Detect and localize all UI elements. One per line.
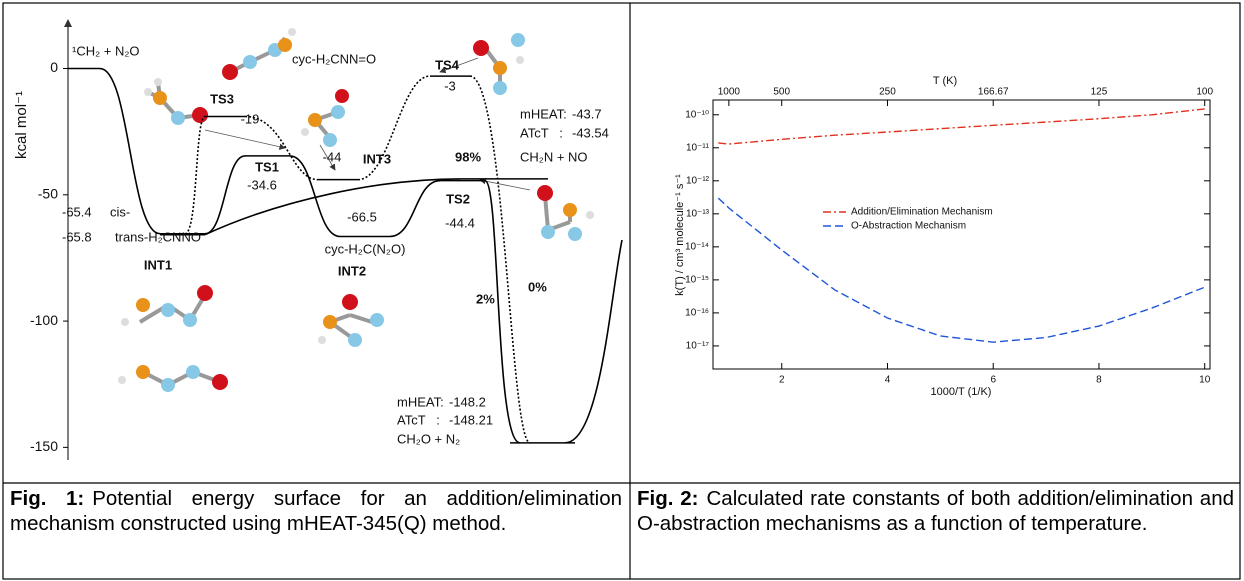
y-tick-label: 10⁻¹⁶ bbox=[685, 308, 709, 319]
x2-tick-label: 166.67 bbox=[978, 87, 1009, 98]
y-tick-label: 10⁻¹³ bbox=[686, 208, 710, 219]
x-tick-label: 8 bbox=[1096, 375, 1102, 386]
x-axis-label: 1000/T (1/K) bbox=[931, 386, 992, 398]
level-value: -65.8 bbox=[62, 229, 92, 244]
x2-tick-label: 250 bbox=[879, 87, 896, 98]
y-axis-label: k(T) / cm³ molecule⁻¹ s⁻¹ bbox=[674, 174, 686, 296]
x2-tick-label: 125 bbox=[1091, 87, 1108, 98]
plot-frame bbox=[712, 99, 1211, 370]
y-tick-label: 10⁻¹⁴ bbox=[685, 241, 709, 252]
state-label: INT2 bbox=[338, 263, 366, 278]
legend-label: O-Abstraction Mechanism bbox=[851, 221, 966, 232]
state-label: INT1 bbox=[144, 257, 172, 272]
caption-label: Fig. 2: bbox=[637, 487, 699, 510]
state-label: TS4 bbox=[435, 57, 460, 72]
level-value: -66.5 bbox=[347, 209, 377, 224]
method-value: -43.7 bbox=[572, 106, 602, 121]
method-label: mHEAT: bbox=[520, 106, 567, 121]
level-value: -65.4 bbox=[62, 204, 92, 219]
x-tick-label: 4 bbox=[885, 375, 891, 386]
y-tick-label: 10⁻¹⁵ bbox=[685, 275, 709, 286]
x2-tick-label: 500 bbox=[773, 87, 790, 98]
molecules bbox=[118, 28, 594, 392]
y-tick-label: 10⁻¹⁰ bbox=[685, 109, 709, 120]
method-value: -148.2 bbox=[449, 394, 486, 409]
method-value: -148.21 bbox=[449, 412, 493, 427]
species-label: cyc-H₂CNN=O bbox=[292, 51, 376, 66]
x-tick-label: 10 bbox=[1199, 375, 1211, 386]
y-tick-label: -50 bbox=[38, 186, 58, 202]
method-label: ATcT : bbox=[520, 125, 563, 140]
x2-tick-label: 100 bbox=[1196, 87, 1213, 98]
y-axis-label: kcal mol⁻¹ bbox=[13, 91, 30, 159]
x2-tick-label: 1000 bbox=[718, 87, 741, 98]
species-label: trans-H₂CNNO bbox=[115, 229, 201, 244]
reaction-path-dotted bbox=[184, 75, 531, 444]
level-value: -3 bbox=[444, 78, 456, 93]
x-tick-label: 6 bbox=[990, 375, 996, 386]
level-value: -19 bbox=[241, 111, 260, 126]
level-value: -34.6 bbox=[247, 177, 277, 192]
branching-ratio: 0% bbox=[528, 279, 547, 294]
branching-ratio: 98% bbox=[455, 149, 481, 164]
species-label: CH₂O + N₂ bbox=[397, 431, 460, 446]
state-label: TS2 bbox=[446, 191, 470, 206]
y-tick-label: -150 bbox=[30, 438, 58, 454]
x-tick-label: 2 bbox=[779, 375, 785, 386]
caption: Fig. 2: Calculated rate constants of both… bbox=[637, 486, 1234, 536]
series-line bbox=[718, 108, 1205, 145]
caption-text: Potential energy surface for an addition… bbox=[10, 487, 622, 535]
state-label: TS1 bbox=[255, 159, 279, 174]
caption-text: Calculated rate constants of both additi… bbox=[637, 487, 1235, 535]
species-label: ¹CH₂ + N₂O bbox=[72, 43, 140, 58]
y-tick-label: -100 bbox=[30, 312, 58, 328]
caption-label: Fig. 1: bbox=[10, 487, 85, 510]
species-label: cis- bbox=[110, 204, 130, 219]
y-tick-label: 10⁻¹¹ bbox=[686, 142, 710, 153]
y-tick-label: 10⁻¹⁷ bbox=[686, 341, 710, 352]
level-value: -44.4 bbox=[445, 215, 475, 230]
branching-ratio: 2% bbox=[476, 291, 495, 306]
pointer-arrows bbox=[204, 57, 531, 191]
method-value: -43.54 bbox=[572, 125, 609, 140]
method-label: mHEAT: bbox=[397, 394, 444, 409]
reaction-path bbox=[204, 178, 461, 236]
state-label: TS3 bbox=[210, 91, 234, 106]
y-tick-label: 10⁻¹² bbox=[686, 175, 710, 186]
reaction-path bbox=[99, 67, 623, 444]
species-label: CH₂N + NO bbox=[520, 149, 588, 164]
level-value: -44 bbox=[323, 149, 342, 164]
state-label: INT3 bbox=[363, 151, 391, 166]
caption: Fig. 1: Potential energy surface for an a… bbox=[10, 486, 622, 536]
method-label: ATcT : bbox=[397, 412, 440, 427]
species-label: cyc-H₂C(N₂O) bbox=[325, 241, 406, 256]
top-axis-label: T (K) bbox=[933, 75, 957, 87]
legend-label: Addition/Elimination Mechanism bbox=[851, 207, 993, 218]
y-tick-label: 0 bbox=[50, 59, 58, 75]
